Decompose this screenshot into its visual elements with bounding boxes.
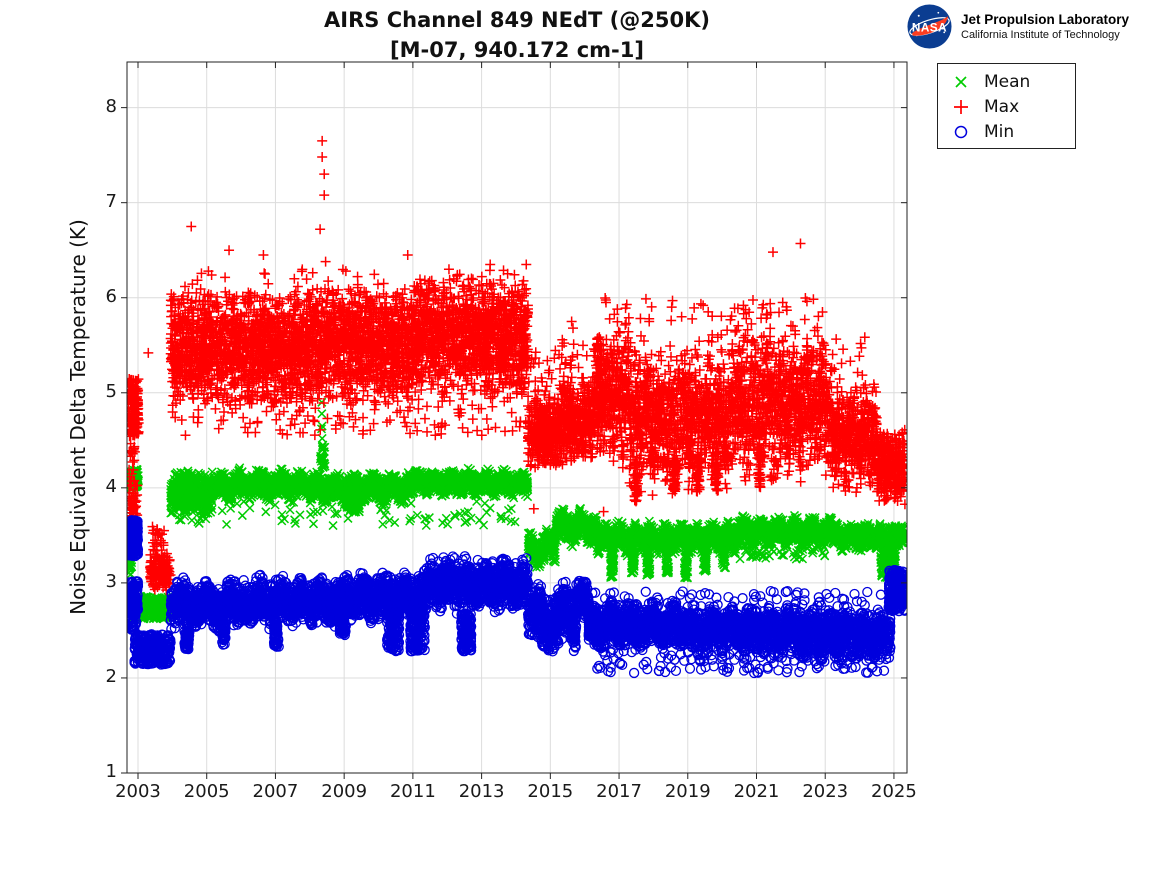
jpl-subtitle: California Institute of Technology xyxy=(961,29,1120,41)
x-tick-label: 2003 xyxy=(115,781,161,802)
legend-item-max: Max xyxy=(938,94,1075,119)
y-tick-label: 5 xyxy=(105,380,117,402)
min-marker-icon xyxy=(938,123,984,141)
x-tick-label: 2005 xyxy=(183,781,230,802)
legend-rows: Mean Max Min xyxy=(938,69,1075,144)
legend-label-mean: Mean xyxy=(984,71,1031,92)
x-tick-label: 2023 xyxy=(802,781,849,802)
x-tick-label: 2007 xyxy=(252,781,299,802)
mean-marker-icon xyxy=(938,73,984,91)
nasa-logo-text: NASA xyxy=(912,21,947,34)
y-tick-label: 7 xyxy=(105,190,117,212)
chart-title-line1: AIRS Channel 849 NEdT (@250K) xyxy=(324,8,710,32)
x-tick-label: 2025 xyxy=(871,781,917,802)
chart-title: AIRS Channel 849 NEdT (@250K) [M-07, 940… xyxy=(127,5,907,65)
y-tick-label: 2 xyxy=(105,665,117,687)
legend: Mean Max Min xyxy=(937,63,1076,149)
chart-title-line2: [M-07, 940.172 cm-1] xyxy=(390,38,644,62)
y-tick-label: 8 xyxy=(105,95,117,117)
y-tick-label: 1 xyxy=(105,761,117,782)
jpl-header: NASA Jet Propulsion Laboratory Californi… xyxy=(906,3,1129,50)
legend-label-min: Min xyxy=(984,121,1015,142)
y-tick-label: 4 xyxy=(105,475,117,497)
legend-label-max: Max xyxy=(984,96,1020,117)
legend-item-mean: Mean xyxy=(938,69,1075,94)
y-axis-label: Noise Equivalent Delta Temperature (K) xyxy=(66,219,90,615)
jpl-text-block: Jet Propulsion Laboratory California Ins… xyxy=(961,11,1129,42)
x-tick-label: 2015 xyxy=(527,781,574,802)
legend-item-min: Min xyxy=(938,119,1075,144)
jpl-name: Jet Propulsion Laboratory xyxy=(961,12,1130,27)
max-marker-icon xyxy=(938,98,984,116)
x-tick-label: 2009 xyxy=(321,781,368,802)
x-tick-label: 2021 xyxy=(733,781,780,802)
x-tick-label: 2019 xyxy=(664,781,711,802)
x-tick-label: 2011 xyxy=(389,781,436,802)
x-tick-label: 2013 xyxy=(458,781,505,802)
y-tick-label: 6 xyxy=(105,285,117,307)
y-tick-label: 3 xyxy=(105,570,117,592)
x-tick-label: 2017 xyxy=(596,781,642,802)
nasa-logo-icon: NASA xyxy=(907,4,952,49)
